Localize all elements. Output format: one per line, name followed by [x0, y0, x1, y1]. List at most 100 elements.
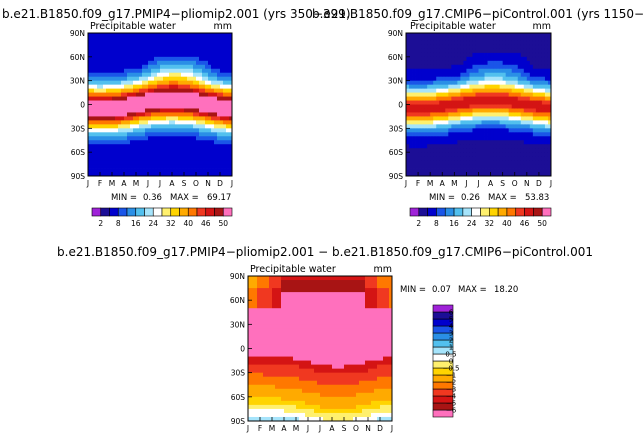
contour-cell: [430, 168, 434, 173]
contour-cell: [538, 116, 543, 121]
contour-cell: [142, 156, 146, 161]
contour-cell: [151, 124, 155, 129]
contour-cell: [323, 376, 327, 382]
contour-cell: [226, 48, 230, 54]
contour-cell: [481, 132, 485, 137]
contour-cell: [490, 36, 494, 42]
contour-cell: [257, 284, 261, 289]
contour-cell: [430, 52, 434, 58]
contour-cell: [457, 84, 461, 90]
contour-cell: [535, 84, 540, 90]
contour-cell: [353, 296, 357, 301]
contour-cell: [181, 44, 185, 50]
contour-cell: [478, 112, 482, 117]
contour-cell: [475, 152, 479, 157]
contour-cell: [350, 324, 354, 329]
contour-cell: [196, 104, 200, 109]
contour-cell: [187, 124, 191, 129]
contour-cell: [526, 64, 531, 70]
contour-cell: [296, 396, 300, 402]
contour-cell: [433, 120, 437, 125]
contour-cell: [341, 348, 345, 353]
contour-cell: [311, 368, 315, 374]
contour-cell: [127, 100, 131, 105]
contour-cell: [220, 140, 224, 145]
contour-cell: [157, 72, 161, 78]
contour-cell: [248, 412, 252, 418]
contour-cell: [341, 296, 345, 301]
contour-cell: [290, 360, 294, 366]
contour-cell: [184, 60, 188, 66]
contour-cell: [484, 168, 488, 173]
contour-cell: [478, 36, 482, 42]
contour-cell: [151, 84, 155, 90]
contour-cell: [275, 296, 279, 301]
contour-cell: [505, 160, 510, 165]
contour-cell: [508, 124, 513, 129]
contour-cell: [544, 40, 549, 46]
contour-cell: [269, 340, 273, 345]
contour-cell: [457, 112, 461, 117]
contour-cell: [493, 72, 498, 78]
contour-cell: [487, 76, 491, 82]
contour-cell: [287, 408, 291, 414]
contour-cell: [430, 33, 434, 38]
contour-cell: [187, 116, 191, 121]
contour-cell: [445, 56, 449, 62]
contour-cell: [130, 140, 134, 145]
contour-cell: [451, 68, 455, 74]
contour-cell: [338, 332, 342, 337]
contour-cell: [427, 168, 431, 173]
contour-cell: [127, 48, 131, 54]
x-tick-label: F: [416, 179, 420, 188]
contour-cell: [445, 156, 449, 161]
contour-cell: [356, 376, 360, 382]
contour-cell: [338, 368, 342, 374]
contour-cell: [466, 152, 470, 157]
contour-cell: [469, 144, 473, 149]
contour-cell: [523, 120, 528, 125]
contour-cell: [538, 33, 543, 38]
contour-cell: [190, 172, 194, 177]
contour-cell: [421, 124, 425, 129]
contour-cell: [229, 128, 233, 133]
contour-cell: [493, 88, 498, 93]
contour-cell: [338, 344, 342, 349]
contour-cell: [308, 360, 312, 366]
contour-cell: [187, 60, 191, 66]
contour-cell: [223, 80, 227, 86]
contour-cell: [142, 152, 146, 157]
contour-cell: [205, 64, 209, 70]
contour-cell: [287, 292, 291, 297]
contour-cell: [145, 84, 149, 90]
contour-cell: [317, 332, 321, 337]
contour-cell: [308, 344, 312, 349]
contour-cell: [142, 136, 146, 141]
contour-cell: [451, 124, 455, 129]
contour-cell: [133, 40, 137, 46]
contour-cell: [332, 372, 336, 378]
contour-cell: [88, 112, 92, 117]
contour-cell: [547, 36, 552, 42]
contour-cell: [121, 80, 125, 86]
contour-cell: [100, 76, 104, 82]
contour-cell: [338, 356, 342, 361]
contour-cell: [284, 400, 288, 406]
contour-cell: [412, 128, 416, 133]
contour-cell: [493, 36, 498, 42]
contour-cell: [517, 33, 522, 38]
contour-cell: [466, 76, 470, 82]
contour-cell: [454, 172, 458, 177]
contour-cell: [103, 80, 107, 86]
contour-cell: [266, 380, 270, 386]
contour-cell: [142, 60, 146, 66]
contour-cell: [260, 396, 264, 402]
contour-cell: [124, 88, 128, 93]
contour-cell: [266, 392, 270, 398]
contour-cell: [511, 108, 516, 113]
contour-cell: [208, 104, 212, 109]
contour-cell: [151, 148, 155, 153]
contour-cell: [481, 112, 485, 117]
contour-cell: [329, 284, 333, 289]
